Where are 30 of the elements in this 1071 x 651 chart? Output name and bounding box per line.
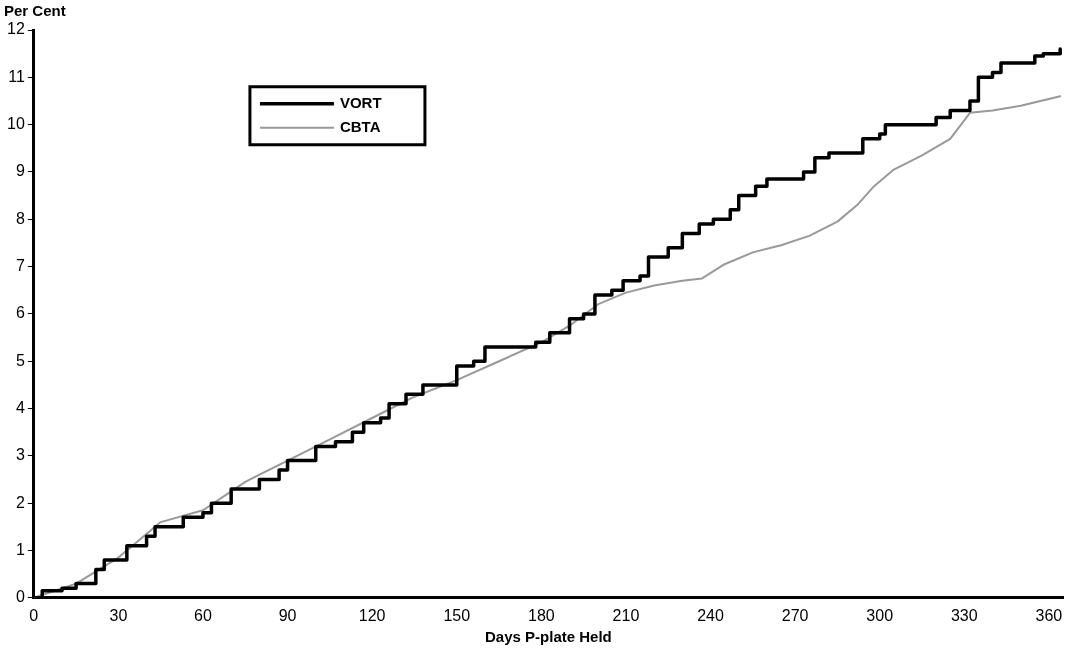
y-tick-label: 0 bbox=[15, 588, 25, 606]
x-tick-label: 120 bbox=[358, 606, 386, 624]
x-tick-label: 240 bbox=[697, 606, 724, 624]
y-tick-label: 5 bbox=[15, 351, 25, 369]
x-tick-label: 30 bbox=[109, 606, 128, 624]
y-tick-label: 11 bbox=[8, 67, 25, 85]
y-tick-label: 12 bbox=[7, 20, 25, 38]
x-tick-label: 330 bbox=[950, 606, 978, 624]
x-tick-label: 90 bbox=[278, 606, 297, 624]
x-tick-label: 360 bbox=[1035, 606, 1063, 624]
x-tick-label: 210 bbox=[612, 606, 640, 624]
y-tick-label: 7 bbox=[15, 256, 25, 274]
y-tick-label: 4 bbox=[15, 398, 25, 416]
legend-label: CBTA bbox=[339, 117, 381, 135]
y-tick-label: 9 bbox=[15, 162, 25, 180]
x-tick-label: 60 bbox=[194, 606, 212, 624]
y-tick-label: 2 bbox=[15, 493, 25, 511]
x-tick-label: 180 bbox=[528, 606, 555, 624]
y-tick-label: 6 bbox=[15, 304, 25, 322]
legend-label: VORT bbox=[339, 93, 382, 111]
x-tick-label: 150 bbox=[443, 606, 471, 624]
x-tick-label: 300 bbox=[866, 606, 894, 624]
y-tick-label: 10 bbox=[7, 115, 25, 133]
y-tick-label: 8 bbox=[15, 209, 25, 227]
x-tick-label: 0 bbox=[29, 606, 39, 624]
x-axis-title: Days P-plate Held bbox=[485, 628, 612, 646]
y-tick-label: 3 bbox=[15, 446, 25, 464]
y-tick-label: 1 bbox=[15, 540, 25, 558]
x-tick-label: 270 bbox=[781, 606, 809, 624]
y-axis-title: Per Cent bbox=[4, 1, 66, 19]
